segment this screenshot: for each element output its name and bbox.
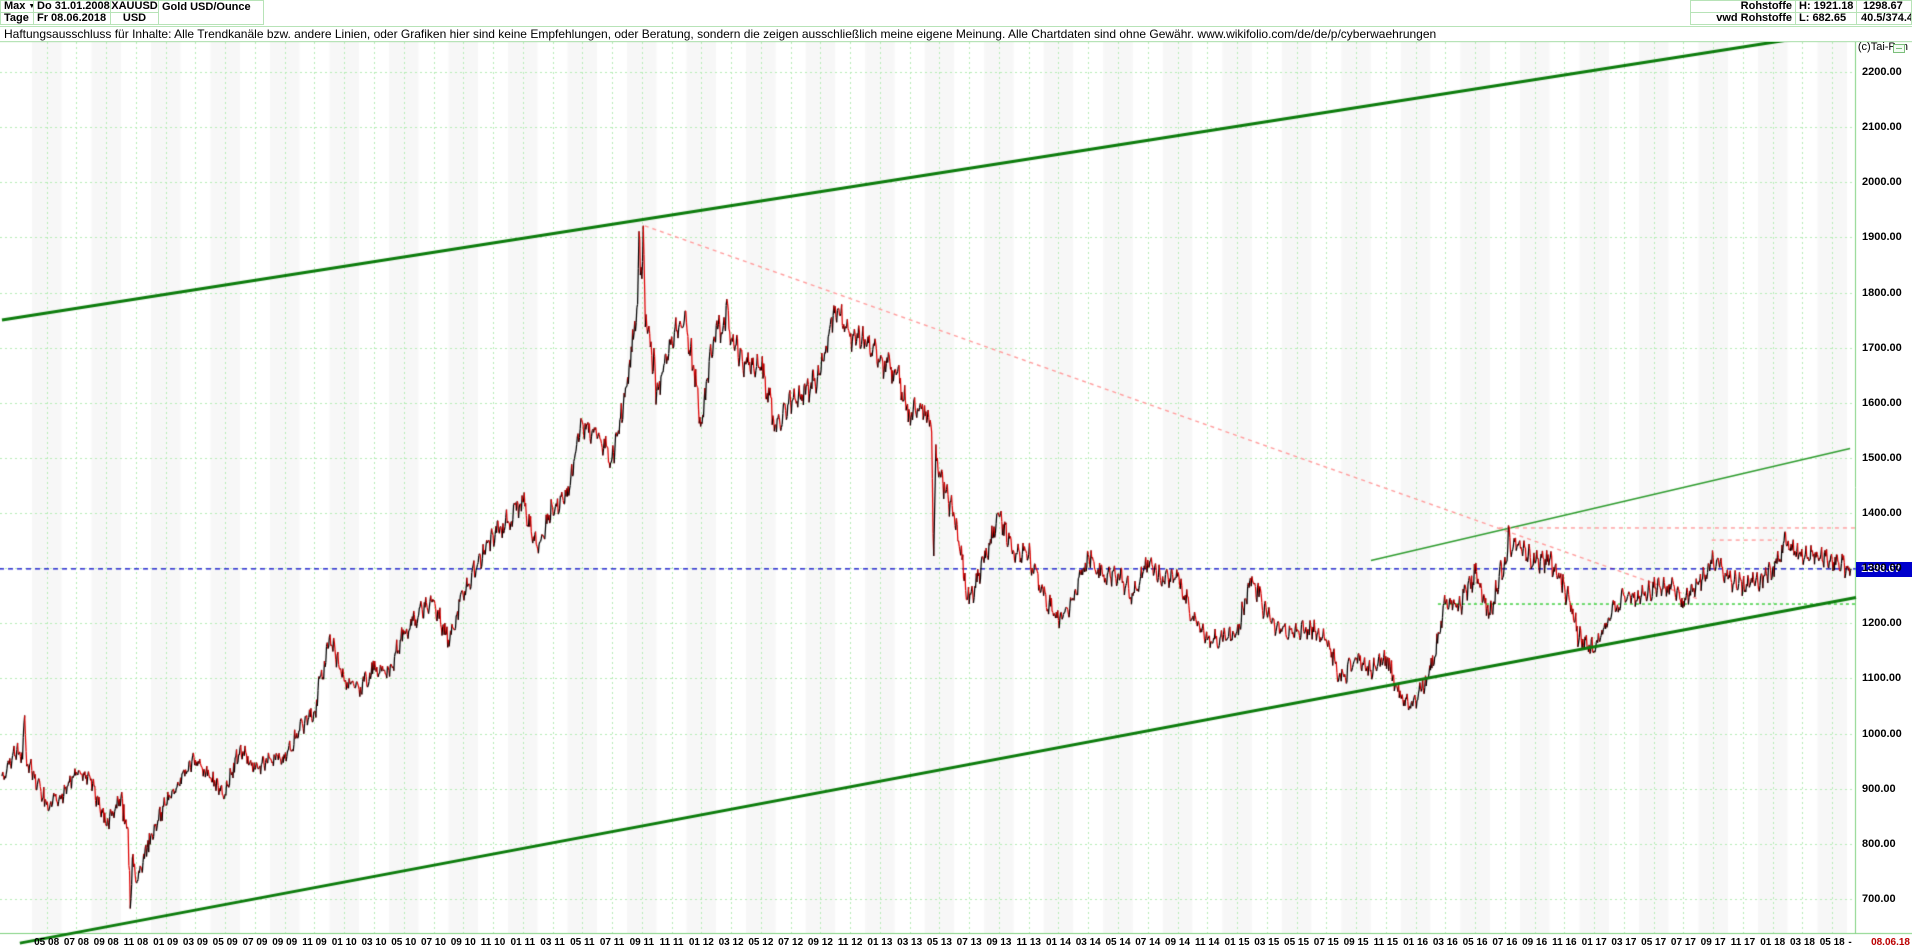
x-axis-tick-label: 01 13 — [867, 937, 893, 948]
x-axis-tick-label: 09 15 — [1343, 937, 1369, 948]
y-axis-tick-label: 1000.00 — [1862, 727, 1902, 740]
y-axis-tick-label: 1300.00 — [1862, 562, 1902, 575]
x-axis-tick-label: 03 16 — [1432, 937, 1458, 948]
y-axis-tick-label: 1800.00 — [1862, 286, 1902, 299]
y-axis-tick-label: 700.00 — [1862, 892, 1896, 905]
change-info-cell: 40.5/374.4 — [1856, 12, 1912, 25]
x-axis-tick-label: 03 11 — [540, 937, 565, 948]
x-axis-tick-label: 03 15 — [1254, 937, 1280, 948]
x-axis-tick-label: 07 08 — [63, 937, 89, 948]
x-axis-tick-label: 03 17 — [1611, 937, 1637, 948]
y-axis-tick-label: 2100.00 — [1862, 121, 1902, 134]
range-low-cell: L: 682.65 — [1795, 12, 1857, 25]
x-axis-tick-label: 05 10 — [391, 937, 417, 948]
x-axis-tick-label: 03 10 — [361, 937, 387, 948]
x-axis-tick-label: 05 17 — [1641, 937, 1667, 948]
x-axis-tick-label: 05 11 — [570, 937, 595, 948]
x-axis-dash: - — [1848, 937, 1852, 948]
x-axis-tick-label: 11 10 — [480, 937, 506, 948]
x-axis-tick-label: 11 16 — [1552, 937, 1577, 948]
collapse-icon[interactable] — [1893, 44, 1905, 53]
x-axis-tick-label: 11 17 — [1730, 937, 1756, 948]
provider-cell: vwd Rohstoffe — [1690, 12, 1796, 25]
x-axis-tick-label: 01 18 — [1760, 937, 1786, 948]
x-axis-tick-label: 07 13 — [956, 937, 982, 948]
x-axis-tick-label: 11 15 — [1373, 937, 1399, 948]
x-axis-tick-label: 01 17 — [1581, 937, 1607, 948]
x-axis-tick-label: 09 17 — [1700, 937, 1726, 948]
x-axis-tick-label: 05 09 — [212, 937, 238, 948]
period-dropdown-label: Tage — [4, 12, 29, 24]
x-axis-tick-label: 11 09 — [302, 937, 327, 948]
x-axis-tick-label: 09 10 — [450, 937, 476, 948]
y-axis-tick-label: 1700.00 — [1862, 341, 1902, 354]
x-axis-tick-label: 03 13 — [897, 937, 923, 948]
x-axis-tick-label: 05 13 — [926, 937, 952, 948]
x-axis-tick-label: 07 12 — [778, 937, 804, 948]
x-axis-tick-label: 01 09 — [153, 937, 179, 948]
x-axis-tick-label: 07 11 — [599, 937, 625, 948]
x-axis-tick-label: 05 08 — [34, 937, 60, 948]
x-axis-tick-label: 11 12 — [837, 937, 863, 948]
x-axis-tick-label: 11 11 — [659, 937, 684, 948]
x-axis-tick-label: 03 18 — [1789, 937, 1815, 948]
range-dropdown-label: Max — [4, 0, 26, 12]
y-axis-tick-label: 1500.00 — [1862, 451, 1902, 464]
y-axis-tick-label: 1200.00 — [1862, 617, 1902, 630]
x-axis-tick-label: 09 13 — [986, 937, 1012, 948]
x-axis-tick-label: 07 15 — [1313, 937, 1339, 948]
x-axis-tick-label: 01 10 — [331, 937, 357, 948]
x-axis-tick-label: 05 18 — [1819, 937, 1845, 948]
chevron-down-icon: ▼ — [28, 1, 33, 12]
end-date-cell: Fr 08.06.2018 — [33, 12, 111, 25]
x-axis-tick-label: 01 11 — [510, 937, 536, 948]
period-dropdown[interactable]: Tage ▼ — [0, 12, 34, 25]
y-axis-tick-label: 1900.00 — [1862, 231, 1902, 244]
x-axis-tick-label: 07 10 — [421, 937, 447, 948]
x-axis-tick-label: 03 09 — [182, 937, 208, 948]
y-axis-tick-label: 2200.00 — [1862, 66, 1902, 78]
x-axis-tick-label: 01 14 — [1045, 937, 1071, 948]
x-axis-tick-label: 07 14 — [1135, 937, 1161, 948]
x-axis-end-date-label: 08.06.18 — [1871, 937, 1910, 948]
chevron-down-icon: ▼ — [32, 13, 33, 24]
x-axis-tick-label: 09 12 — [807, 937, 833, 948]
y-axis-tick-label: 2000.00 — [1862, 176, 1902, 189]
x-axis-tick-label: 11 08 — [123, 937, 149, 948]
x-axis-tick-label: 11 13 — [1016, 937, 1041, 948]
y-axis-tick-label: 1600.00 — [1862, 396, 1902, 409]
y-axis-tick-label: 900.00 — [1862, 782, 1896, 795]
x-axis-tick-label: 09 14 — [1165, 937, 1191, 948]
x-axis-tick-label: 01 15 — [1224, 937, 1250, 948]
x-axis-tick-label: 09 09 — [272, 937, 298, 948]
x-axis-tick-label: 01 16 — [1403, 937, 1429, 948]
x-axis-tick-label: 09 16 — [1522, 937, 1548, 948]
disclaimer-text: Haftungsausschluss für Inhalte: Alle Tre… — [0, 26, 1912, 42]
x-axis-tick-label: 03 14 — [1075, 937, 1101, 948]
x-axis-tick-label: 09 08 — [93, 937, 119, 948]
currency-cell: USD — [110, 12, 159, 25]
x-axis-tick-label: 07 17 — [1670, 937, 1696, 948]
last-price-tag: 1298.67 — [1856, 562, 1912, 577]
y-axis-tick-label: 800.00 — [1862, 837, 1896, 850]
x-axis-tick-label: 03 12 — [718, 937, 744, 948]
x-axis-tick-label: 07 16 — [1492, 937, 1518, 948]
chart-title: Gold USD/Ounce — [158, 0, 264, 25]
x-axis-tick-label: 11 14 — [1195, 937, 1220, 948]
x-axis-tick-label: 05 14 — [1105, 937, 1131, 948]
y-axis-tick-label: 1100.00 — [1862, 672, 1902, 685]
x-axis-tick-label: 05 15 — [1284, 937, 1310, 948]
x-axis-tick-label: 07 09 — [242, 937, 268, 948]
x-axis-tick-label: 05 16 — [1462, 937, 1488, 948]
x-axis-tick-label: 09 11 — [629, 937, 655, 948]
x-axis-tick-label: 05 12 — [748, 937, 774, 948]
x-axis-tick-label: 01 12 — [688, 937, 714, 948]
y-axis-tick-label: 1400.00 — [1862, 507, 1902, 520]
